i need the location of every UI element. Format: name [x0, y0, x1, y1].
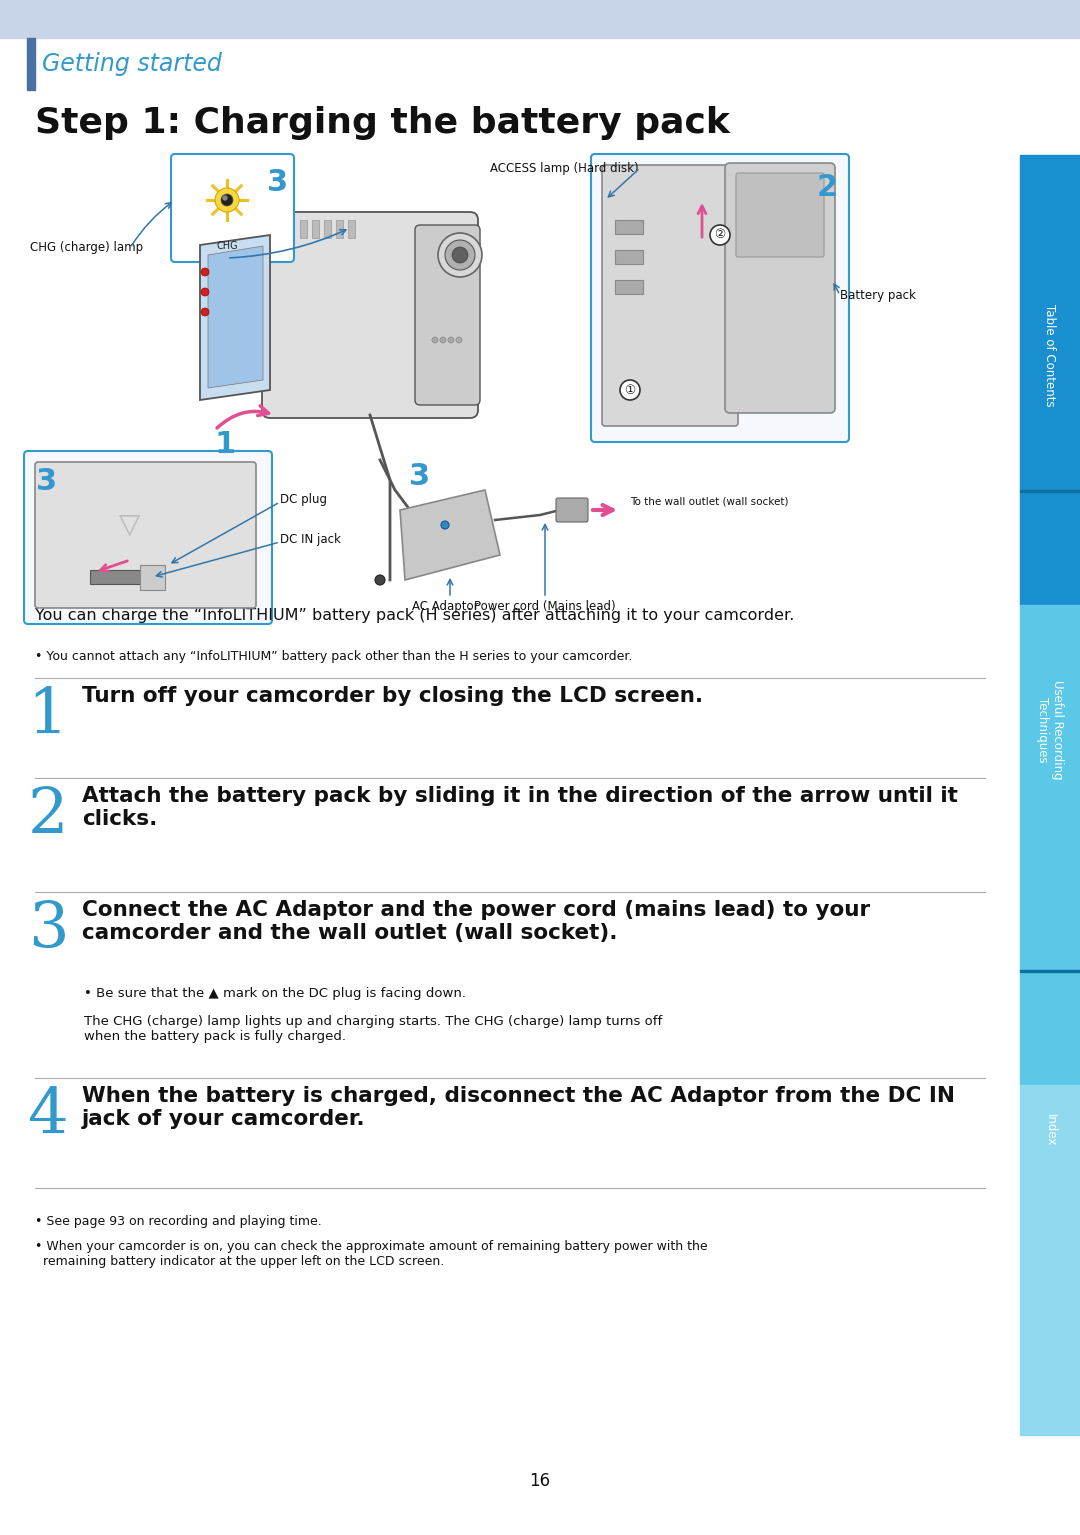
Text: Turn off your camcorder by closing the LCD screen.: Turn off your camcorder by closing the L… — [82, 686, 703, 706]
Bar — [1020, 605, 1080, 1085]
Text: When the battery is charged, disconnect the AC Adaptor from the DC IN
jack of yo: When the battery is charged, disconnect … — [82, 1085, 955, 1130]
Text: 1: 1 — [214, 430, 235, 459]
Text: DC plug: DC plug — [280, 493, 327, 507]
Circle shape — [453, 247, 468, 262]
Text: Getting started: Getting started — [42, 52, 221, 77]
FancyBboxPatch shape — [735, 173, 824, 256]
Bar — [312, 220, 319, 238]
Circle shape — [440, 338, 446, 342]
FancyBboxPatch shape — [602, 164, 738, 427]
Circle shape — [201, 269, 210, 276]
Bar — [615, 250, 643, 264]
Bar — [1020, 1085, 1080, 1435]
Text: You can charge the “InfoLITHIUM” battery pack (H series) after attaching it to y: You can charge the “InfoLITHIUM” battery… — [35, 608, 795, 623]
Bar — [348, 220, 355, 238]
Text: Step 1: Charging the battery pack: Step 1: Charging the battery pack — [35, 106, 730, 140]
Bar — [1020, 970, 1080, 972]
Circle shape — [432, 338, 438, 342]
Circle shape — [456, 338, 462, 342]
Text: Table of Contents: Table of Contents — [1043, 304, 1056, 407]
Bar — [140, 565, 165, 589]
Text: 3: 3 — [268, 167, 288, 196]
Circle shape — [441, 520, 449, 530]
Circle shape — [448, 338, 454, 342]
Text: • Be sure that the ▲ mark on the DC plug is facing down.: • Be sure that the ▲ mark on the DC plug… — [84, 987, 465, 999]
Text: • You cannot attach any “InfoLITHIUM” battery pack other than the H series to yo: • You cannot attach any “InfoLITHIUM” ba… — [35, 649, 633, 663]
Circle shape — [438, 233, 482, 276]
Circle shape — [215, 187, 239, 212]
Polygon shape — [400, 490, 500, 580]
Text: CHG (charge) lamp: CHG (charge) lamp — [30, 241, 144, 255]
Text: 3: 3 — [28, 900, 68, 961]
Text: AC Adaptor: AC Adaptor — [411, 600, 478, 612]
Circle shape — [201, 289, 210, 296]
Circle shape — [375, 576, 384, 585]
Text: Connect the AC Adaptor and the power cord (mains lead) to your
camcorder and the: Connect the AC Adaptor and the power cor… — [82, 900, 870, 942]
Text: Power cord (Mains lead): Power cord (Mains lead) — [474, 600, 616, 612]
Polygon shape — [208, 246, 264, 388]
FancyBboxPatch shape — [262, 212, 478, 418]
Bar — [27, 38, 35, 91]
Text: • When your camcorder is on, you can check the approximate amount of remaining b: • When your camcorder is on, you can che… — [35, 1240, 707, 1268]
Text: Battery pack: Battery pack — [840, 289, 916, 301]
Circle shape — [445, 239, 475, 270]
Text: DC IN jack: DC IN jack — [280, 534, 341, 546]
Bar — [300, 220, 307, 238]
Text: 2: 2 — [816, 173, 838, 203]
Text: ACCESS lamp (Hard disk): ACCESS lamp (Hard disk) — [490, 163, 638, 175]
Text: CHG: CHG — [216, 241, 238, 252]
Text: 4: 4 — [28, 1085, 68, 1147]
Circle shape — [710, 226, 730, 246]
Bar — [1020, 155, 1080, 605]
FancyBboxPatch shape — [556, 497, 588, 522]
Bar — [615, 220, 643, 233]
Text: To the wall outlet (wall socket): To the wall outlet (wall socket) — [630, 497, 788, 507]
FancyBboxPatch shape — [171, 154, 294, 262]
Text: 3: 3 — [409, 462, 431, 491]
Text: 2: 2 — [28, 786, 68, 847]
Circle shape — [222, 196, 227, 200]
Text: 16: 16 — [529, 1472, 551, 1490]
Text: 3: 3 — [36, 467, 57, 496]
FancyBboxPatch shape — [24, 451, 272, 625]
Circle shape — [201, 309, 210, 316]
Text: • See page 93 on recording and playing time.: • See page 93 on recording and playing t… — [35, 1216, 322, 1228]
Text: Attach the battery pack by sliding it in the direction of the arrow until it
cli: Attach the battery pack by sliding it in… — [82, 786, 958, 829]
Bar — [1020, 490, 1080, 493]
FancyBboxPatch shape — [591, 154, 849, 442]
Polygon shape — [200, 235, 270, 401]
FancyBboxPatch shape — [35, 462, 256, 608]
Bar — [90, 569, 150, 583]
Bar — [0, 0, 1080, 38]
Text: Index: Index — [1043, 1114, 1056, 1147]
Text: 1: 1 — [28, 686, 68, 748]
Circle shape — [620, 381, 640, 401]
FancyBboxPatch shape — [725, 163, 835, 413]
Bar — [336, 220, 343, 238]
Bar — [615, 279, 643, 295]
Bar — [324, 220, 330, 238]
Text: ▽: ▽ — [119, 511, 140, 539]
FancyBboxPatch shape — [415, 226, 480, 405]
Text: The CHG (charge) lamp lights up and charging starts. The CHG (charge) lamp turns: The CHG (charge) lamp lights up and char… — [84, 1015, 662, 1042]
Text: Useful Recording
Techniques: Useful Recording Techniques — [1036, 680, 1064, 780]
Circle shape — [221, 193, 233, 206]
Text: ①: ① — [624, 384, 636, 396]
Text: ②: ② — [714, 229, 726, 241]
